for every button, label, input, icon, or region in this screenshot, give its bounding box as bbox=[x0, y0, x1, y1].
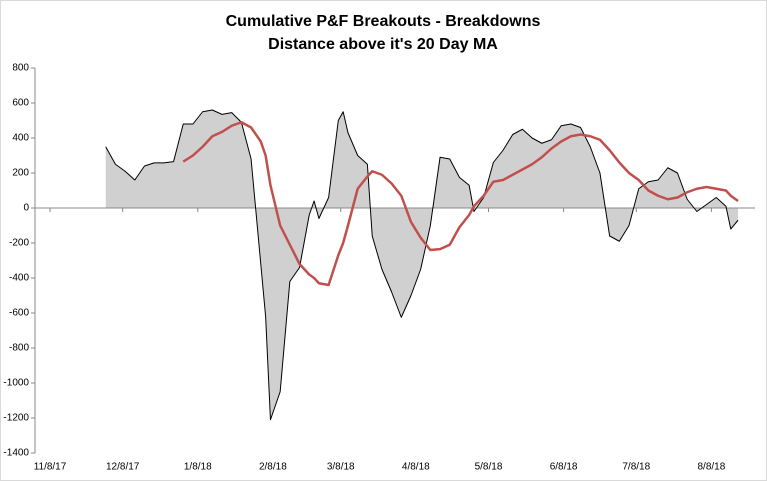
x-tick-label: 1/8/18 bbox=[184, 462, 212, 473]
y-tick-label: 0 bbox=[23, 203, 29, 214]
series-line bbox=[182, 121, 739, 287]
area bbox=[105, 110, 739, 420]
y-tick-label: -1200 bbox=[3, 413, 29, 424]
y-tick-label: 200 bbox=[12, 168, 29, 179]
x-tick-label: 3/8/18 bbox=[327, 462, 355, 473]
x-tick-label: 5/8/18 bbox=[475, 462, 503, 473]
x-tick-label: 2/8/18 bbox=[259, 462, 287, 473]
series-line bbox=[105, 109, 739, 421]
y-tick-label: 400 bbox=[12, 133, 29, 144]
y-tick-label: -200 bbox=[9, 238, 29, 249]
y-tick-label: -800 bbox=[9, 343, 29, 354]
y-tick-label: -1000 bbox=[3, 378, 29, 389]
y-tick-label: -600 bbox=[9, 308, 29, 319]
chart-subtitle: Distance above it's 20 Day MA bbox=[268, 36, 498, 53]
x-tick-label: 8/8/18 bbox=[697, 462, 725, 473]
x-tick-label: 4/8/18 bbox=[402, 462, 430, 473]
chart-title: Cumulative P&F Breakouts - Breakdowns bbox=[226, 13, 541, 30]
x-tick-label: 7/8/18 bbox=[622, 462, 650, 473]
y-tick-label: -400 bbox=[9, 273, 29, 284]
y-tick-label: 600 bbox=[12, 98, 29, 109]
x-tick-label: 6/8/18 bbox=[550, 462, 578, 473]
x-tick-label: 11/8/17 bbox=[34, 462, 67, 473]
y-tick-label: -1400 bbox=[3, 448, 29, 459]
y-tick-label: 800 bbox=[12, 63, 29, 74]
x-tick-label: 12/8/17 bbox=[106, 462, 140, 473]
